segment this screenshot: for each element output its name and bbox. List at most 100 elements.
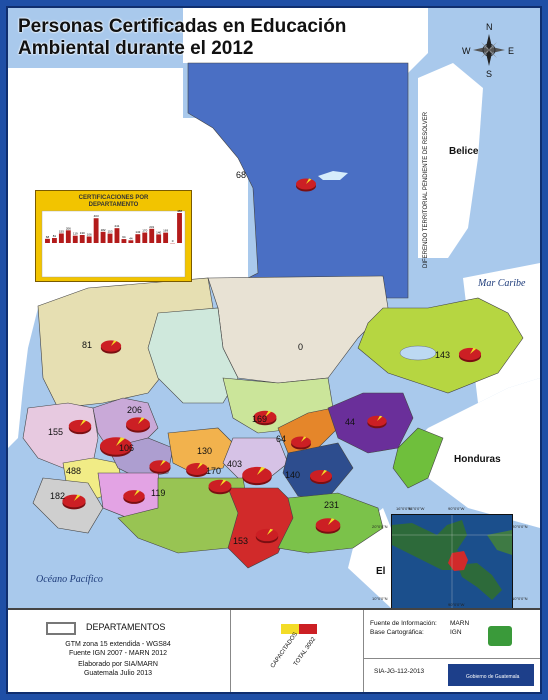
bar-value-9: 153 [108,230,113,234]
mexico-land-north [183,8,428,78]
pie-huehuetenango [100,340,122,354]
pie-suchitepequez [123,490,145,504]
bar-14 [142,232,148,243]
bar-value-4: 119 [73,232,78,236]
legend-departments-swatch [46,622,76,635]
lake-peten [318,171,348,180]
value-suchitepequez: 119 [151,488,165,498]
bar-4 [72,235,78,243]
legend-line-1: GTM zona 15 extendida - WGS84 [65,641,171,648]
bar-value-19: 488 [177,209,182,213]
pie-layer [62,178,482,544]
bar-11 [121,239,127,243]
bar-3 [65,230,71,243]
title-line-2: Ambiental durante el 2012 [18,38,254,59]
inset-guatemala [448,551,468,571]
pie-quetzaltenango [100,437,132,457]
value-zacapa: 44 [345,417,355,427]
legend-total-label: TOTAL 3002 [293,636,318,668]
value-quiche: 0 [298,342,303,352]
bar-value-18: 0 [172,239,174,243]
value-retalhuleu: 182 [50,491,65,501]
label-honduras: Honduras [454,454,501,465]
value-huehuetenango: 81 [82,340,92,350]
compass-rose-icon [473,34,505,66]
pie-totonicapan [126,417,150,433]
gobierno-logo-icon [448,664,534,686]
value-quetzaltenango: 488 [66,466,81,476]
bar-16 [156,234,162,243]
value-jalapa: 140 [285,470,300,480]
bar-value-6: 106 [87,232,92,236]
inset-label-bottom-left: 10°0'0"N [372,596,388,601]
legend-base-label: Base Cartográfica: [370,629,424,636]
inset-land-mexico [392,520,467,570]
inset-land-east [487,530,512,555]
inset-label-left-mid: 20°0'0"N [372,524,388,529]
legend-capacitados-swatch [281,624,299,634]
gobierno-label: Gobierno de Guatemala [466,674,520,680]
pie-jutiapa [315,518,341,534]
inset-label-right-bottom: 10°0'0"N [512,596,528,601]
compass-w: W [462,46,471,56]
bar-value-12: 44 [129,236,133,240]
pie-chimaltenango [186,463,208,477]
value-escuintla: 153 [233,536,248,546]
bar-value-5: 130 [80,231,85,235]
label-oceano-pacifico: Océano Pacífico [36,574,103,585]
honduras-land [408,378,540,528]
pie-guatemala [242,466,272,486]
bar-value-11: 64 [122,235,126,239]
bar-value-1: 81 [53,234,57,238]
pie-solola [149,460,171,474]
pie-zacapa [367,415,387,429]
legend-departments-label: DEPARTAMENTOS [86,622,166,632]
lake-izabal [399,345,437,361]
inset-map [391,514,513,608]
pie-san-marcos [68,419,92,435]
inset-label-top: 16°0'0"N [396,506,412,511]
legend-divider-3 [363,658,540,659]
region-santa-rosa [227,487,299,569]
inset-label-top-center-2: 90°0'0"W [448,506,465,511]
region-chiquimula [392,427,444,489]
bar-value-0: 68 [46,235,50,239]
pie-izabal [458,347,482,363]
bar-value-7: 403 [94,214,99,218]
pie-jalapa [309,469,333,485]
bar-value-10: 241 [114,224,119,228]
bar-value-15: 231 [149,225,154,229]
pie-sacatepequez [208,479,232,495]
compass-e: E [508,46,514,56]
bar-17 [163,232,169,243]
marn-logo-icon [488,626,512,646]
value-jutiapa: 231 [324,500,339,510]
label-diferendo: DIFERENDO TERRITORIAL PENDIENTE DE RESOL… [423,111,429,268]
bar-chart-panel: CERTIFICACIONES POR DEPARTAMENTO 68 81 155… [35,190,192,282]
legend-panel: DEPARTAMENTOS GTM zona 15 extendida - WG… [8,608,540,692]
legend-fuente-label: Fuente de Información: [370,620,437,627]
region-quiche-west [147,307,239,404]
map-frame: 68 81 0 143 155 206 488 106 130 169 64 4… [6,6,542,694]
pie-alta-verapaz [253,410,277,426]
bar-value-16: 140 [156,230,161,234]
compass-s: S [486,69,492,79]
legend-total-swatch [299,624,317,634]
value-guatemala: 403 [227,459,242,469]
value-san-marcos: 155 [48,427,63,437]
legend-line-3: Elaborado por SIA/MARN [78,661,158,668]
map-title: Personas Certificadas en Educación Ambie… [18,16,346,60]
legend-fuente-value: MARN [450,620,470,627]
chart-title-line-1: CERTIFICACIONES POR [78,195,149,201]
bar-6 [86,236,92,243]
chart-title-line-2: DEPARTAMENTO [88,202,139,208]
bar-8 [100,231,106,243]
inset-map-canvas [392,515,512,608]
bar-5 [79,235,85,243]
bar-1 [51,238,57,243]
value-baja-verapaz: 64 [276,434,286,444]
bar-19 [177,213,182,243]
map-area: 68 81 0 143 155 206 488 106 130 169 64 4… [8,8,540,608]
inset-land-central [457,563,502,600]
